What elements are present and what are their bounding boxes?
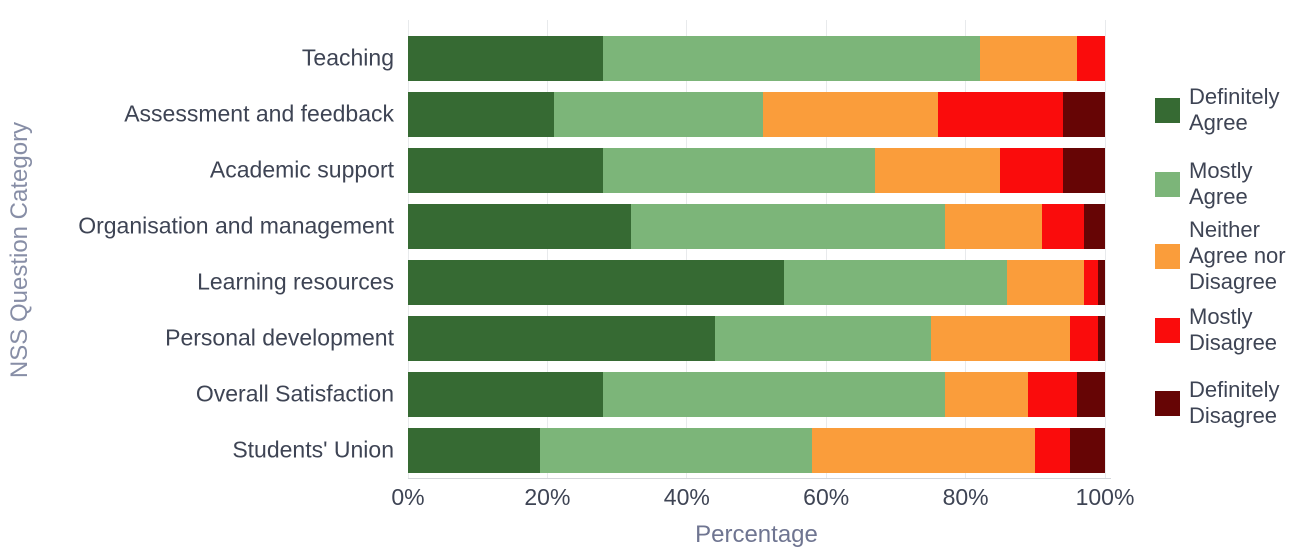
bar-row [408,315,1105,361]
legend-label: Mostly Agree [1189,158,1253,210]
bar-row [408,203,1105,249]
legend-label-line: Agree nor [1189,243,1286,268]
legend-label: Definitely Agree [1189,84,1279,136]
bar-segment [408,147,604,193]
legend-label-line: Disagree [1189,269,1278,294]
bar-segment [1042,203,1085,249]
bar-segment [540,427,813,473]
gridline-60% [825,20,827,478]
legend-swatch [1155,243,1180,269]
bar-segment [874,147,1001,193]
bar-segment [1063,91,1105,137]
bar-segment [408,35,604,81]
x-tick-label: 60% [803,484,850,510]
legend-item: Definitely Agree [1155,84,1279,136]
bar-segment [812,427,1036,473]
category-label: Learning resources [197,268,394,295]
y-axis-title: NSS Question Category [6,121,33,379]
legend-label: Mostly Disagree [1189,304,1277,356]
bar-segment [944,203,1043,249]
bar-segment [1098,315,1105,361]
category-label: Academic support [209,156,394,183]
category-label: Personal development [165,324,394,351]
x-axis-line [408,478,1111,479]
bar-segment [408,203,632,249]
category-label: Students' Union [232,436,394,463]
legend-label: Neither Agree nor Disagree [1189,217,1286,295]
bar-row [408,35,1105,81]
legend-label-line: Disagree [1189,330,1278,355]
gridline-0% [407,20,409,478]
bar-segment [1070,427,1105,473]
legend-label-line: Definitely [1189,84,1280,109]
bar-segment [1084,259,1098,305]
bar-segment [1035,427,1071,473]
bar-segment [784,259,1008,305]
legend-swatch [1155,390,1180,416]
bar-segment [1077,371,1105,417]
bar-segment [979,35,1078,81]
legend-label-line: Disagree [1189,403,1278,428]
bar-segment [1063,147,1105,193]
bar-segment [603,35,980,81]
x-axis-title: Percentage [695,521,818,548]
legend-item: Mostly Disagree [1155,304,1277,356]
gridline-40% [686,20,688,478]
legend-label-line: Mostly [1189,158,1253,183]
category-label: Overall Satisfaction [195,380,394,407]
legend-label-line: Definitely [1189,377,1280,402]
bar-segment [408,91,555,137]
category-label: Teaching [301,44,394,71]
category-label: Organisation and management [78,212,394,239]
legend-item: Neither Agree nor Disagree [1155,217,1286,295]
bar-segment [408,259,785,305]
legend-label-line: Agree [1189,110,1248,135]
bar-segment [408,315,715,361]
x-tick-label: 100% [1075,484,1135,510]
bar-segment [930,315,1071,361]
bar-row [408,91,1105,137]
bar-segment [1084,203,1105,249]
legend-swatch [1155,317,1180,343]
bar-segment [1028,371,1078,417]
bar-row [408,371,1105,417]
legend-swatch [1155,171,1180,197]
gridline-80% [965,20,967,478]
legend-label-line: Mostly [1189,304,1253,329]
legend-swatch [1155,97,1180,123]
category-label: Assessment and feedback [124,100,394,127]
x-tick-label: 40% [663,484,710,510]
bar-segment [1007,259,1085,305]
legend-item: Mostly Agree [1155,158,1253,210]
bar-segment [763,91,938,137]
gridline-20% [546,20,548,478]
bar-segment [603,147,875,193]
bar-segment [408,371,604,417]
x-tick-label: 20% [524,484,571,510]
bar-segment [603,371,945,417]
x-tick-label: 0% [391,484,425,510]
gridline-100% [1104,20,1106,478]
bar-row [408,427,1105,473]
legend-label-line: Neither [1189,217,1260,242]
bar-segment [1098,259,1105,305]
bar-segment [937,91,1064,137]
bar-segment [1077,35,1105,81]
legend-item: Definitely Disagree [1155,377,1279,429]
bar-segment [408,427,541,473]
bar-row [408,259,1105,305]
bar-segment [1000,147,1064,193]
legend-label: Definitely Disagree [1189,377,1279,429]
legend-label-line: Agree [1189,184,1248,209]
bar-segment [554,91,764,137]
bar-segment [1070,315,1098,361]
bar-segment [944,371,1029,417]
bar-segment [714,315,931,361]
bar-segment [631,203,945,249]
x-tick-label: 80% [942,484,989,510]
bar-row [408,147,1105,193]
